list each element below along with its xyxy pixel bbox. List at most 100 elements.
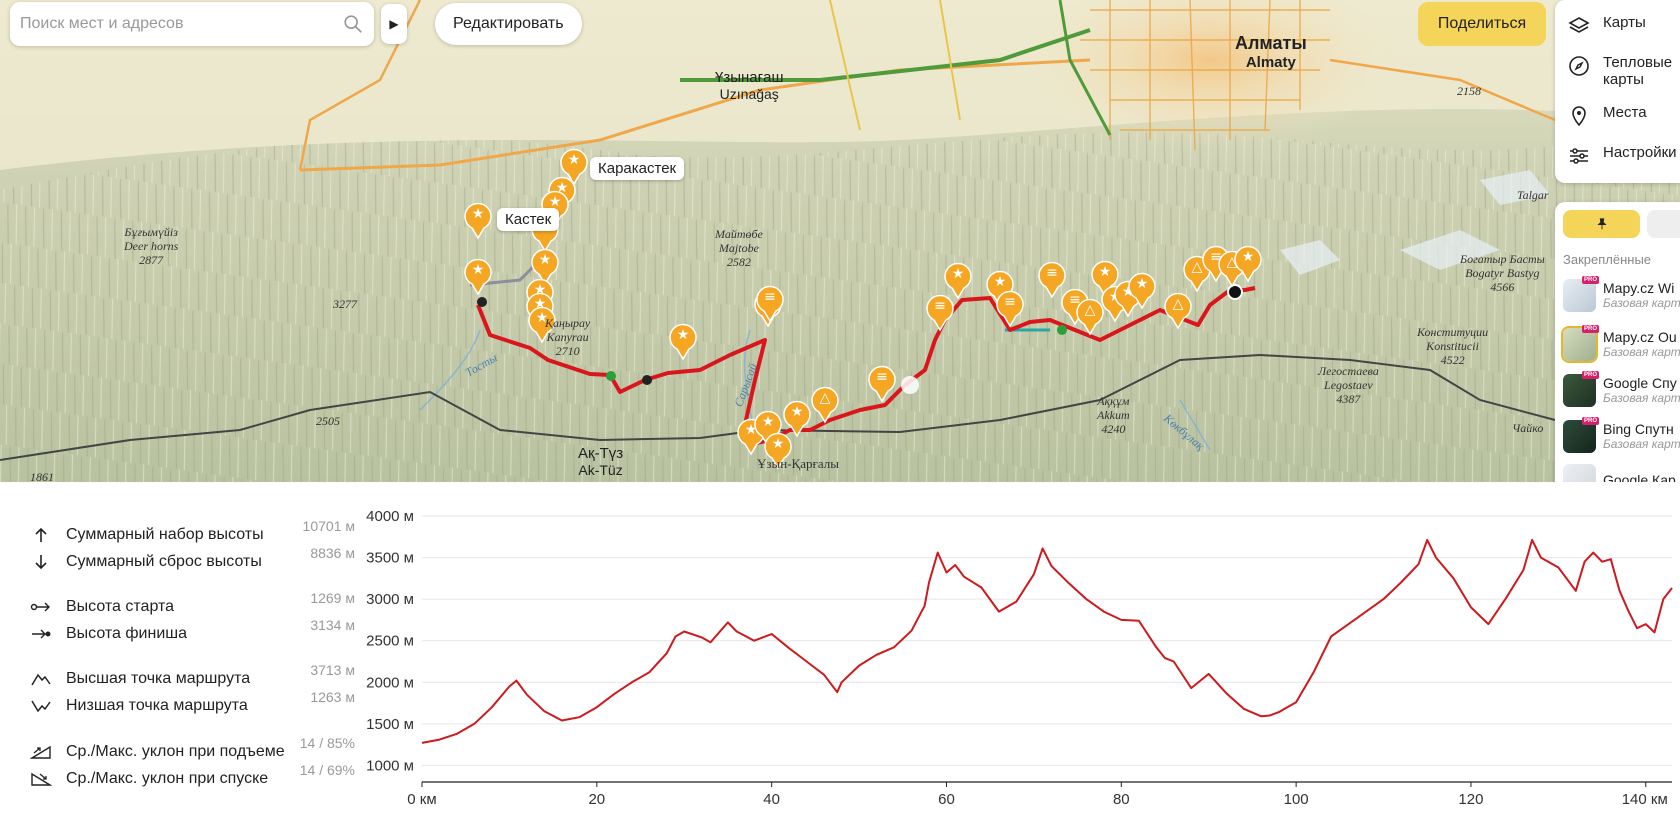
hover-marker[interactable] <box>901 376 919 394</box>
menu-item-label: Места <box>1603 104 1647 121</box>
all-maps-tab[interactable] <box>1647 210 1680 238</box>
map-canvas[interactable]: ★★★★★★★★★★★≡≡★★★★△≡≡★★≡≡≡△★★★★△△≡△★ <box>0 0 1680 482</box>
map-name: Google Кар <box>1603 472 1676 482</box>
poi-star-pin[interactable]: ★ <box>783 400 811 438</box>
svg-text:≡: ≡ <box>1046 265 1058 281</box>
svg-text:★: ★ <box>549 194 562 210</box>
city-streets <box>1080 0 1330 151</box>
map-entry[interactable]: PRO Bing Спутн Базовая карт <box>1563 416 1680 456</box>
elevation-chart[interactable]: 1000 м 1500 м 2000 м 2500 м 3000 м 3500 м 4000… <box>360 500 1680 820</box>
map-thumbnail <box>1563 463 1596 482</box>
peak-label: Майтөбе Majtobe 2582 <box>715 227 763 269</box>
map-name: Mapy.cz Wi <box>1603 279 1675 296</box>
compass-icon <box>1569 56 1589 76</box>
map-entry[interactable]: PRO Google Спу Базовая карт <box>1563 370 1680 410</box>
svg-text:★: ★ <box>472 206 485 222</box>
stat-value: 14 / 69% <box>295 762 355 778</box>
poi-star-pin[interactable]: ★ <box>560 148 588 186</box>
stat-label: Суммарный сброс высоты <box>66 553 262 570</box>
place-pin-icon <box>1572 106 1586 127</box>
svg-text:★: ★ <box>568 152 581 168</box>
menu-item-settings[interactable]: Настройки <box>1555 136 1680 176</box>
waypoint-marker[interactable] <box>642 375 652 385</box>
poi-star-pin[interactable]: ★ <box>464 202 492 240</box>
x-tick-label: 100 <box>1284 791 1309 808</box>
triangle-right-icon: ▶ <box>389 17 399 31</box>
map-entry[interactable]: Google Кар <box>1563 460 1680 482</box>
poi-star-pin[interactable]: ★ <box>986 270 1014 308</box>
pin-icon <box>1596 218 1607 230</box>
svg-text:△: △ <box>1173 296 1184 312</box>
search-bar[interactable] <box>10 2 374 46</box>
poi-callout-karakastek[interactable]: Каракастек <box>590 157 685 180</box>
poi-signpost-pin[interactable]: ≡ <box>1038 261 1066 299</box>
svg-text:≡: ≡ <box>1210 249 1222 265</box>
poi-camp-pin[interactable]: △ <box>1076 298 1104 336</box>
poi-callout-kastek[interactable]: Кастек <box>497 208 560 231</box>
search-input[interactable] <box>20 15 342 33</box>
peak-label: Богатыр Басты Bogatyr Bastyg 4566 <box>1460 252 1545 294</box>
downhill-slope-icon <box>31 772 52 786</box>
stat-highest: Высшая точка маршрута 3713 м <box>30 662 355 692</box>
svg-text:★: ★ <box>745 422 758 438</box>
village-label: Ұзын-Қарғалы <box>757 456 839 471</box>
poi-signpost-pin[interactable]: ≡ <box>756 285 784 323</box>
roads <box>298 0 1556 172</box>
waypoint-marker[interactable] <box>1057 325 1067 335</box>
peak-label: Аққұм Akkum 4240 <box>1097 394 1130 436</box>
poi-signpost-pin[interactable]: ≡ <box>926 294 954 332</box>
poi-star-pin[interactable]: ★ <box>464 258 492 296</box>
poi-star-pin[interactable]: ★ <box>669 323 697 361</box>
svg-text:★: ★ <box>472 262 485 278</box>
x-tick-label: 140 км <box>1622 791 1668 808</box>
y-tick-label: 4000 м <box>366 508 414 525</box>
svg-text:△: △ <box>820 390 831 406</box>
poi-camp-pin[interactable]: △ <box>811 386 839 424</box>
share-button[interactable]: Поделиться <box>1418 2 1546 46</box>
y-tick-label: 1000 м <box>366 757 414 774</box>
poi-camp-pin[interactable]: △ <box>1164 292 1192 330</box>
menu-item-places[interactable]: Места <box>1555 96 1680 136</box>
svg-text:★: ★ <box>1242 249 1255 265</box>
x-tick-label: 0 км <box>407 791 436 808</box>
map-type: Базовая карт <box>1603 344 1680 359</box>
start-elevation-icon <box>30 602 50 612</box>
y-tick-label: 2500 м <box>366 633 414 650</box>
poi-star-pin[interactable]: ★ <box>944 262 972 300</box>
map-entry[interactable]: PRO Mapy.cz Wi Базовая карт <box>1563 275 1680 315</box>
poi-star-pin[interactable]: ★ <box>1091 260 1119 298</box>
search-icon[interactable] <box>342 13 364 35</box>
svg-text:★: ★ <box>952 266 965 282</box>
poi-star-pin[interactable]: ★ <box>1128 272 1156 310</box>
elevation-line[interactable] <box>421 538 1673 744</box>
poi-star-pin[interactable]: ★ <box>764 432 792 470</box>
menu-item-heatmaps[interactable]: Тепловые карты <box>1555 46 1680 96</box>
collapse-panel-button[interactable]: ▶ <box>381 4 407 44</box>
stat-value: 8836 м <box>306 545 355 561</box>
stat-value: 14 / 85% <box>295 735 355 751</box>
map-name: Bing Спутн <box>1603 420 1674 437</box>
stat-label: Высота финиша <box>66 625 187 642</box>
peak-label: Қаңырау Kanyrau 2710 <box>545 316 591 358</box>
poi-signpost-pin[interactable]: ≡ <box>996 290 1024 328</box>
pinned-tab[interactable] <box>1563 210 1640 238</box>
pro-badge: PRO <box>1581 275 1599 284</box>
route-line[interactable] <box>476 286 1256 447</box>
svg-text:△: △ <box>1227 254 1238 270</box>
map-view[interactable]: ★★★★★★★★★★★≡≡★★★★△≡≡★★≡≡≡△★★★★△△≡△★ Алма… <box>0 0 1680 482</box>
poi-star-pin[interactable]: ★ <box>528 306 556 344</box>
map-thumbnail: PRO <box>1563 416 1599 453</box>
menu-item-maps[interactable]: Карты <box>1555 6 1680 46</box>
waypoint-marker[interactable] <box>477 297 487 307</box>
svg-text:≡: ≡ <box>934 298 946 314</box>
poi-signpost-pin[interactable]: ≡ <box>868 365 896 403</box>
finish-point[interactable] <box>1227 284 1243 300</box>
waypoint-marker[interactable] <box>606 371 616 381</box>
map-entry-selected[interactable]: PRO Mapy.cz Ou Базовая карт <box>1561 324 1680 364</box>
poi-star-pin[interactable]: ★ <box>754 410 782 448</box>
poi-star-pin[interactable]: ★ <box>531 248 559 286</box>
poi-star-pin[interactable]: ★ <box>1234 245 1262 283</box>
edit-button[interactable]: Редактировать <box>435 3 582 45</box>
x-tick-label: 120 <box>1458 791 1483 808</box>
svg-text:≡: ≡ <box>876 369 888 385</box>
